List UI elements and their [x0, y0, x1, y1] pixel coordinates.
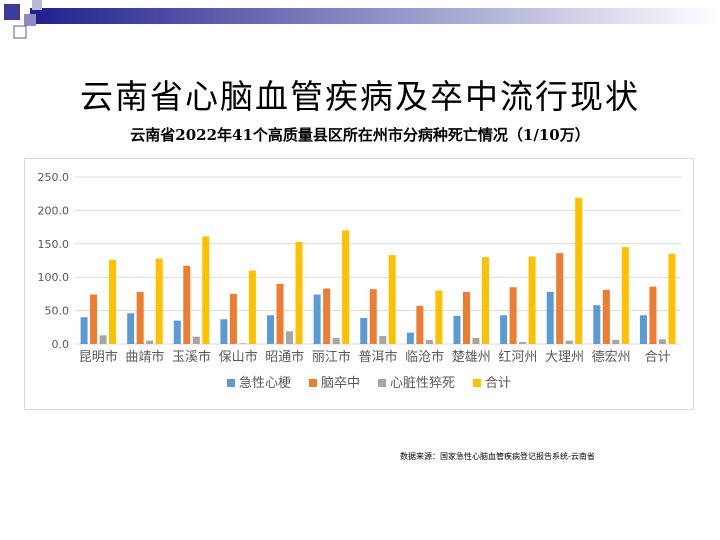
legend-label: 急性心梗	[239, 376, 291, 391]
x-tick-label: 昆明市	[79, 349, 118, 365]
bar	[99, 335, 107, 344]
chart-subtitle: 云南省2022年41个高质量县区所在州市分病种死亡情况（1/10万）	[130, 126, 590, 144]
bar	[248, 270, 256, 344]
bar	[183, 265, 191, 344]
bar	[276, 283, 284, 344]
bar	[109, 259, 117, 344]
deco-square	[4, 4, 20, 20]
x-tick-label: 大理州	[545, 350, 584, 365]
bar	[565, 340, 573, 344]
deco-square	[32, 0, 42, 10]
y-tick-label: 200.0	[38, 204, 70, 217]
bar	[453, 315, 461, 344]
y-tick-label: 0.0	[52, 338, 70, 351]
chart-container: 0.0 50.0 100.0 150.0 200.0 250.0 昆明市 曲靖市 玉溪市 保山市昭…	[24, 158, 694, 410]
bar	[425, 339, 433, 344]
bar	[462, 291, 470, 344]
bar	[192, 336, 200, 344]
legend-swatch	[227, 379, 235, 387]
bar	[379, 335, 387, 344]
bar	[668, 253, 676, 344]
bar	[500, 315, 508, 344]
x-tick-label: 普洱市	[358, 349, 397, 365]
header-gradient-bar	[30, 8, 720, 24]
bar	[528, 256, 536, 344]
bar	[602, 289, 610, 344]
legend-label: 合计	[485, 376, 511, 391]
bar	[323, 288, 331, 344]
bar	[286, 331, 294, 344]
bar	[239, 343, 247, 344]
bar	[155, 258, 163, 344]
bar	[127, 313, 135, 344]
bar	[332, 337, 340, 344]
bar	[342, 230, 350, 344]
bar	[90, 294, 98, 344]
bar	[173, 320, 181, 344]
legend-label: 脑卒中	[321, 376, 360, 391]
bar	[369, 289, 377, 344]
bar	[509, 287, 517, 344]
bar	[136, 291, 144, 344]
bar	[267, 315, 275, 344]
deco-square	[13, 25, 27, 39]
x-tick-label: 玉溪市	[172, 349, 211, 365]
bar	[481, 257, 489, 344]
bar	[472, 337, 480, 344]
bar	[612, 339, 620, 344]
bar	[388, 255, 396, 344]
bar	[546, 291, 554, 344]
bar	[575, 197, 583, 344]
y-tick-label: 150.0	[38, 238, 70, 251]
y-tick-label: 250.0	[38, 171, 70, 184]
bar-chart: 0.0 50.0 100.0 150.0 200.0 250.0 昆明市 曲靖市 玉溪市 保山市昭…	[38, 171, 681, 391]
x-tick-label: 临沧市	[405, 349, 444, 365]
bar	[416, 305, 424, 344]
legend-swatch	[473, 379, 481, 387]
y-tick-label: 50.0	[45, 305, 70, 318]
deco-square	[24, 14, 36, 26]
bar	[220, 319, 228, 344]
data-source-note: 数据来源：国家急性心脑血管疾病登记报告系统-云南省	[400, 452, 595, 461]
bar	[556, 253, 564, 344]
bar	[593, 305, 601, 344]
bar	[229, 293, 237, 344]
x-tick-label: 曲靖市	[125, 349, 164, 365]
x-tick-label: 红河州	[498, 349, 537, 365]
bar	[435, 290, 443, 344]
bar	[621, 247, 629, 344]
bar	[649, 286, 657, 344]
legend-label: 心脏性猝死	[390, 376, 455, 391]
x-tick-label: 德宏州	[592, 350, 631, 365]
bar	[639, 315, 647, 344]
x-tick-label: 保山市	[219, 349, 258, 365]
bar	[202, 236, 210, 344]
y-tick-label: 100.0	[38, 271, 70, 284]
bar	[406, 332, 414, 344]
bar	[658, 339, 666, 344]
slide-title: 云南省心脑血管疾病及卒中流行现状	[80, 77, 640, 116]
x-tick-label: 楚雄州	[452, 350, 491, 365]
legend-swatch	[309, 379, 317, 387]
legend-swatch	[378, 379, 386, 387]
bar	[360, 317, 368, 344]
header-decoration	[4, 0, 720, 39]
x-tick-label: 丽江市	[312, 349, 351, 365]
bar	[146, 340, 154, 344]
bar	[313, 294, 321, 344]
bar	[295, 241, 303, 344]
x-tick-label: 合计	[645, 350, 671, 365]
bar	[519, 341, 527, 344]
x-tick-label: 昭通市	[265, 349, 304, 365]
bar	[80, 317, 88, 344]
